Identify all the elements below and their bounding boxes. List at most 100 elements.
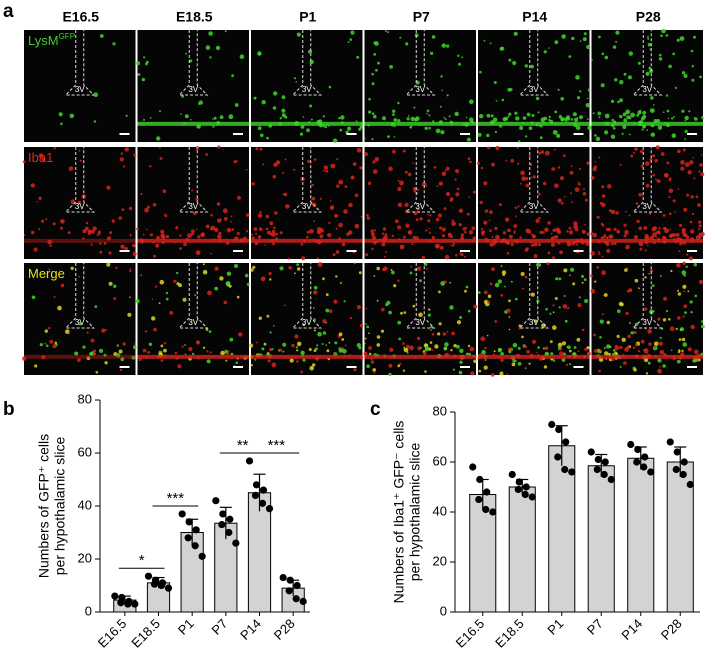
cell [48, 268, 51, 271]
cell [319, 234, 324, 239]
cell [398, 337, 402, 341]
cell [524, 367, 527, 369]
cell [469, 346, 475, 352]
cell [682, 261, 686, 265]
cell [594, 134, 597, 137]
ventricle-label: 3V [75, 202, 85, 211]
cell [389, 65, 393, 69]
cell [563, 154, 566, 157]
cell [562, 304, 568, 309]
data-point [111, 592, 119, 600]
cell [515, 297, 518, 301]
cell [498, 348, 503, 352]
cell [98, 348, 104, 353]
cell [271, 362, 277, 368]
cell [405, 42, 409, 46]
cell [655, 145, 660, 150]
cell [460, 233, 464, 237]
panel-label: a [3, 1, 14, 22]
data-point [198, 552, 206, 560]
cell [673, 233, 677, 237]
cell [399, 362, 402, 365]
cell [641, 128, 644, 131]
cell [368, 352, 372, 356]
cell [483, 39, 486, 42]
cell [539, 230, 543, 235]
cell [644, 307, 648, 311]
cell [625, 210, 627, 213]
cell [279, 117, 282, 120]
cell [554, 110, 558, 114]
cell [682, 315, 685, 318]
significance-label: *** [268, 437, 286, 454]
cell [581, 281, 584, 284]
column-header: P1 [299, 9, 316, 25]
cell [319, 227, 323, 231]
data-point [515, 478, 523, 486]
cell [494, 226, 498, 231]
data-point [686, 480, 694, 489]
cell [556, 133, 561, 138]
cell [648, 66, 651, 70]
cell [426, 109, 430, 113]
cell [633, 152, 635, 154]
y-tick-label: 80 [78, 391, 92, 406]
cell [354, 223, 360, 229]
cell [230, 215, 233, 218]
cell [637, 350, 641, 353]
cell [606, 242, 610, 247]
cell [363, 137, 366, 140]
cell [391, 270, 395, 275]
cell [555, 277, 559, 281]
cell [552, 130, 558, 135]
cell [690, 49, 694, 53]
cell [640, 149, 644, 154]
cell [207, 290, 212, 296]
cell [317, 331, 322, 337]
cell [584, 347, 588, 352]
cell [445, 166, 450, 171]
cell [600, 222, 604, 226]
cell [99, 250, 103, 254]
cell [479, 70, 482, 74]
cell [627, 75, 632, 80]
cell [313, 329, 316, 332]
cell [399, 36, 402, 39]
cell [592, 167, 597, 172]
cell [228, 114, 234, 120]
cell [403, 311, 407, 314]
cell [448, 115, 451, 118]
data-point [251, 491, 260, 499]
cell [133, 153, 137, 157]
cell [177, 364, 182, 369]
cell [348, 202, 353, 208]
cell [689, 220, 693, 224]
cell [694, 117, 698, 121]
cell [226, 227, 232, 233]
cell [659, 349, 665, 355]
cell [365, 307, 368, 310]
cell [668, 318, 671, 321]
cell [454, 178, 457, 181]
cell [528, 155, 531, 158]
cell [47, 239, 53, 245]
cell [86, 356, 91, 361]
cell [388, 372, 392, 376]
cell [584, 223, 587, 226]
cell [153, 327, 157, 332]
cell [399, 180, 404, 186]
cell [515, 116, 520, 121]
cell [471, 226, 476, 231]
cell [461, 56, 464, 59]
cell [406, 351, 409, 354]
micrograph: 3V [363, 262, 478, 376]
cell [371, 138, 374, 141]
cell [269, 278, 272, 281]
cell [691, 212, 694, 216]
cell [155, 285, 158, 288]
cell [429, 328, 433, 332]
cell [370, 360, 375, 364]
cell [569, 274, 571, 277]
cell [629, 322, 631, 324]
cell [433, 166, 437, 169]
